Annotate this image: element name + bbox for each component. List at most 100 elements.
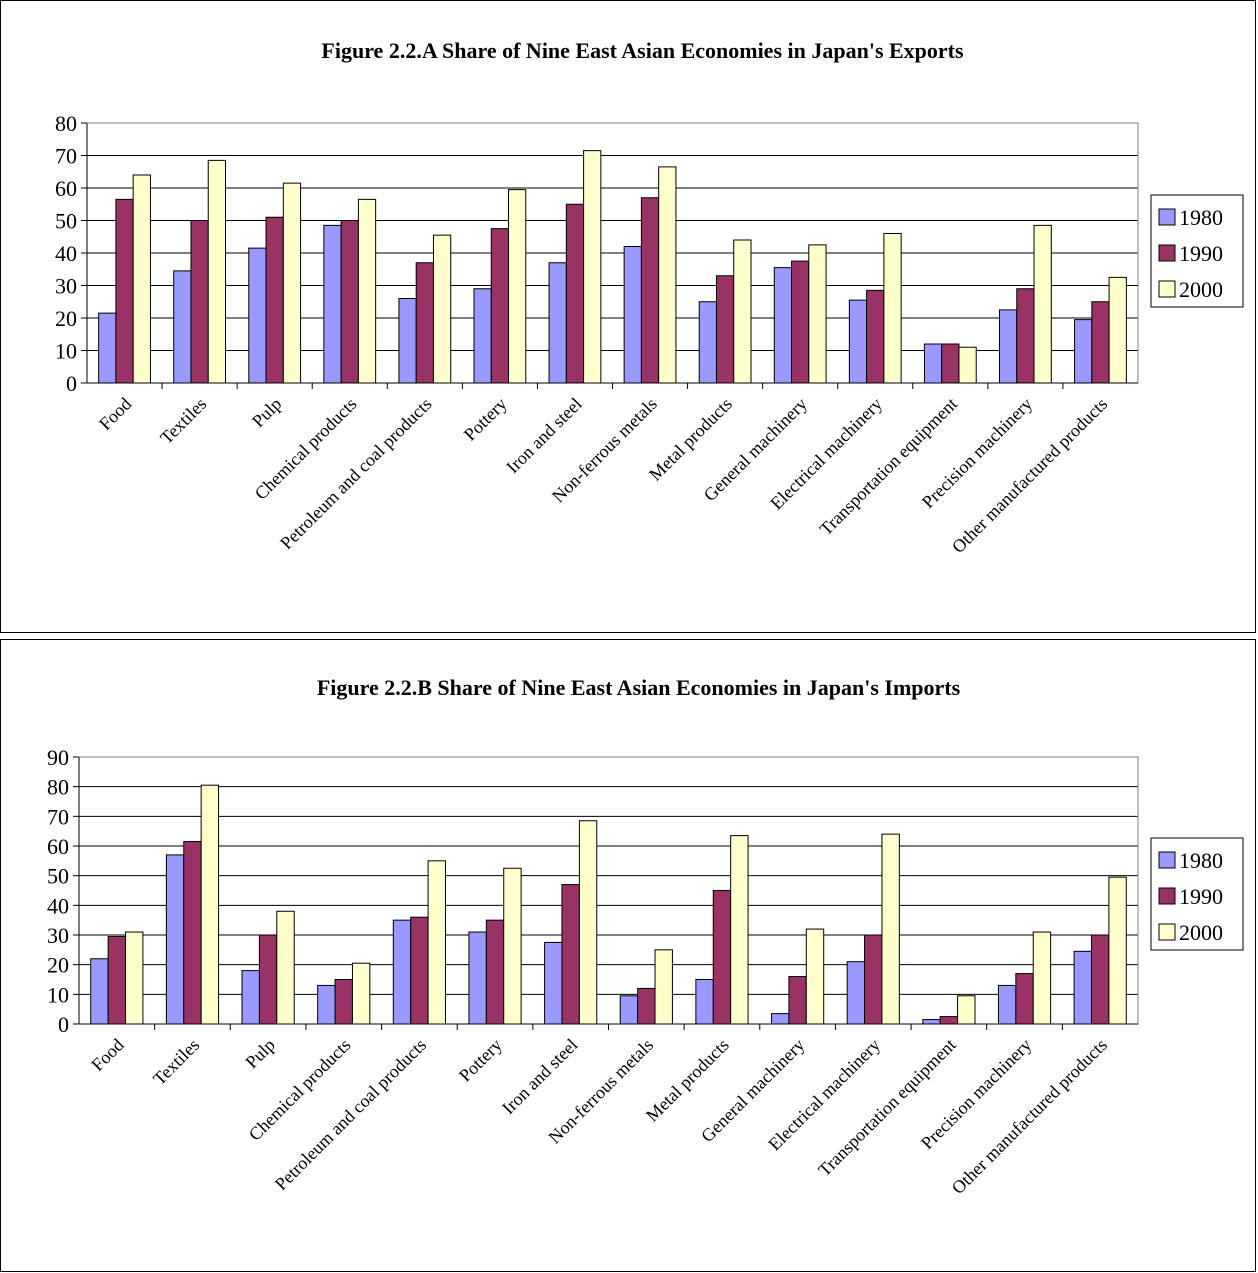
bar-1980-precision-machinery [997, 984, 1017, 1025]
bar-2000-non-ferrous-metals [658, 166, 677, 384]
bar-1980-electrical-machinery [848, 299, 868, 384]
bar-2000-food [125, 931, 144, 1025]
bar-2000-pottery [508, 189, 527, 384]
bar-1980-textiles [173, 270, 192, 384]
y-tick-label: 90 [47, 745, 69, 770]
x-tick-label: Food [87, 1035, 127, 1075]
bar-1980-electrical-machinery [846, 961, 866, 1025]
bar-2000-transportation-equipment [957, 995, 976, 1025]
bar-2000-precision-machinery [1032, 931, 1052, 1025]
bar-1990-general-machinery [788, 976, 807, 1025]
x-tick-label: Textiles [156, 394, 210, 448]
bar-1990-iron-and-steel [561, 884, 580, 1025]
x-tick-label: Pottery [455, 1035, 506, 1086]
bar-1990-pottery [485, 919, 505, 1025]
legend-swatch [1158, 280, 1176, 298]
y-tick-label: 40 [55, 241, 77, 266]
bar-1980-transportation-equipment [923, 343, 943, 384]
bar-1980-chemical-products [317, 984, 336, 1025]
bar-1990-electrical-machinery [866, 289, 885, 384]
x-tick-label: Other manufactured products [948, 1035, 1111, 1198]
x-tick-label: Textiles [149, 1035, 203, 1089]
bar-1980-food [98, 312, 117, 384]
bar-2000-chemical-products [357, 198, 377, 384]
legend-label: 2000 [1179, 277, 1223, 302]
bar-1980-pulp [241, 970, 260, 1025]
bar-1990-transportation-equipment [941, 343, 960, 384]
bar-2000-food [132, 174, 151, 384]
bar-2000-chemical-products [351, 962, 371, 1025]
bar-2000-petroleum-and-coal-products [432, 234, 452, 384]
bar-1980-petroleum-and-coal-products [392, 919, 412, 1025]
bar-1980-chemical-products [323, 224, 342, 384]
legend-swatch [1158, 851, 1176, 869]
bar-1990-precision-machinery [1015, 973, 1034, 1025]
bar-1980-other-manufactured-products [1074, 319, 1093, 384]
bar-1980-other-manufactured-products [1073, 950, 1092, 1025]
bar-1990-transportation-equipment [939, 1016, 959, 1025]
x-tick-label: Food [95, 394, 135, 434]
bar-1990-food [107, 935, 127, 1025]
y-tick-label: 30 [47, 923, 69, 948]
bar-1990-chemical-products [334, 979, 353, 1025]
bar-1990-non-ferrous-metals [640, 197, 660, 384]
bar-2000-iron-and-steel [578, 820, 598, 1025]
legend-label: 1990 [1179, 884, 1223, 909]
bar-2000-iron-and-steel [583, 150, 602, 384]
bar-1980-pulp [248, 247, 267, 384]
bar-1990-electrical-machinery [864, 934, 883, 1025]
y-tick-label: 0 [66, 371, 77, 396]
bar-1980-transportation-equipment [922, 1019, 941, 1025]
bar-2000-electrical-machinery [881, 833, 900, 1025]
bar-1990-petroleum-and-coal-products [410, 916, 429, 1025]
y-tick-label: 50 [55, 209, 77, 234]
bar-1990-pulp [258, 934, 278, 1025]
bar-1990-general-machinery [791, 260, 810, 384]
bar-2000-general-machinery [805, 928, 825, 1025]
bar-1990-food [115, 198, 134, 384]
chart-title: Figure 2.2.A Share of Nine East Asian Ec… [321, 38, 964, 63]
y-tick-label: 10 [47, 982, 69, 1007]
x-tick-label: Iron and steel [498, 1035, 581, 1118]
y-tick-label: 40 [47, 893, 69, 918]
bar-2000-non-ferrous-metals [654, 949, 673, 1025]
bar-2000-other-manufactured-products [1108, 276, 1127, 384]
bar-1980-food [90, 958, 109, 1025]
export-chart-panel: Figure 2.2.A Share of Nine East Asian Ec… [0, 0, 1256, 633]
y-tick-label: 60 [55, 176, 77, 201]
x-tick-label: Pottery [460, 394, 511, 445]
legend-label: 2000 [1179, 920, 1223, 945]
import-bar-chart: Figure 2.2.B Share of Nine East Asian Ec… [47, 675, 1244, 1198]
bar-1990-pottery [490, 228, 510, 384]
bar-2000-petroleum-and-coal-products [427, 860, 446, 1025]
bar-2000-other-manufactured-products [1108, 876, 1127, 1025]
plot-area [78, 756, 1139, 1025]
x-tick-label: Iron and steel [502, 394, 585, 477]
bar-1980-petroleum-and-coal-products [398, 298, 417, 384]
chart-title: Figure 2.2.B Share of Nine East Asian Ec… [317, 675, 961, 700]
export-bar-chart: Figure 2.2.A Share of Nine East Asian Ec… [55, 38, 1244, 557]
bar-2000-transportation-equipment [958, 346, 977, 384]
bar-1990-metal-products [712, 890, 732, 1025]
legend-swatch [1158, 887, 1176, 905]
y-tick-label: 20 [47, 953, 69, 978]
y-tick-label: 30 [55, 274, 77, 299]
y-tick-label: 80 [55, 111, 77, 136]
y-tick-label: 80 [47, 775, 69, 800]
bar-1980-general-machinery [773, 267, 793, 384]
bar-1980-pottery [468, 931, 487, 1025]
bar-2000-metal-products [730, 835, 749, 1025]
bar-2000-general-machinery [808, 244, 827, 384]
bar-1990-textiles [190, 220, 209, 384]
y-tick-label: 50 [47, 864, 69, 889]
bar-1980-iron-and-steel [548, 262, 567, 384]
import-chart-panel: Figure 2.2.B Share of Nine East Asian Ec… [0, 639, 1256, 1272]
bar-1980-non-ferrous-metals [623, 246, 642, 384]
bar-2000-electrical-machinery [883, 233, 902, 384]
legend-label: 1980 [1179, 848, 1223, 873]
bar-1980-metal-products [698, 301, 717, 384]
bar-1980-metal-products [695, 979, 714, 1025]
y-tick-label: 0 [58, 1012, 69, 1037]
x-tick-label: Other manufactured products [948, 394, 1111, 557]
y-tick-label: 60 [47, 834, 69, 859]
